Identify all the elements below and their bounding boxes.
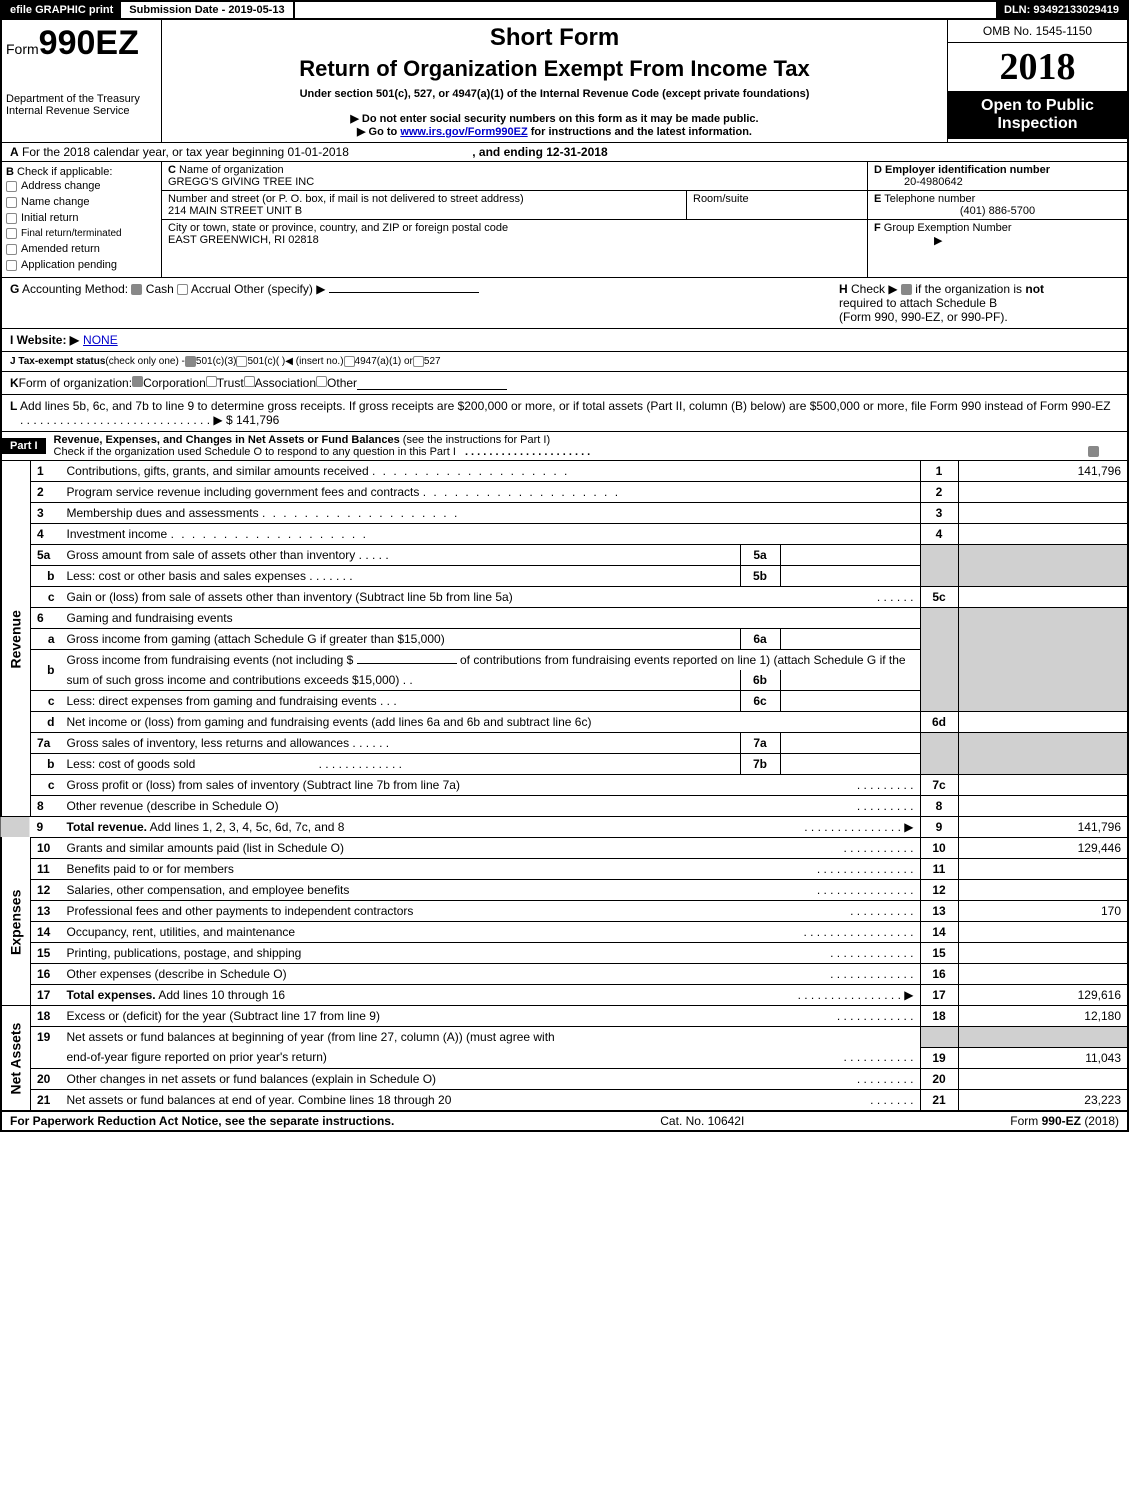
city-state-zip: EAST GREENWICH, RI 02818 (168, 234, 861, 246)
group-exemption-label: Group Exemption Number (884, 222, 1012, 234)
line-13-amount: 170 (958, 901, 1128, 922)
cash-checkbox[interactable] (131, 284, 142, 295)
corporation-checkbox[interactable] (132, 376, 143, 387)
final-return-checkbox[interactable] (6, 228, 17, 239)
paperwork-notice: For Paperwork Reduction Act Notice, see … (10, 1114, 394, 1128)
form-number: Form990EZ (6, 24, 157, 63)
city-label: City or town, state or province, country… (168, 222, 861, 234)
row-j: J Tax-exempt status (check only one) - 5… (0, 352, 1129, 372)
tel-value: (401) 886-5700 (874, 205, 1121, 217)
tax-year: 2018 (948, 43, 1127, 91)
footer: For Paperwork Reduction Act Notice, see … (0, 1111, 1129, 1132)
line-2-amount (958, 482, 1128, 503)
submission-date: Submission Date - 2019-05-13 (121, 2, 294, 18)
main-table: Revenue 1Contributions, gifts, grants, a… (0, 461, 1129, 1111)
line-12-amount (958, 880, 1128, 901)
efile-print-button[interactable]: efile GRAPHIC print (2, 2, 121, 18)
line-1-amount: 141,796 (958, 461, 1128, 482)
ein-value: 20-4980642 (874, 176, 1121, 188)
omb-number: OMB No. 1545-1150 (948, 20, 1127, 43)
accrual-checkbox[interactable] (177, 284, 188, 295)
dept-label: Department of the Treasury (6, 93, 157, 105)
irs-label: Internal Revenue Service (6, 105, 157, 117)
ein-label: D Employer identification number (874, 164, 1121, 176)
line-5c-amount (958, 587, 1128, 608)
revenue-section-label: Revenue (1, 461, 31, 817)
4947-checkbox[interactable] (344, 356, 355, 367)
trust-checkbox[interactable] (206, 376, 217, 387)
501c-checkbox[interactable] (236, 356, 247, 367)
note-goto: ▶ Go to www.irs.gov/Form990EZ for instru… (166, 125, 943, 138)
dln-number: DLN: 93492133029419 (996, 2, 1127, 18)
row-l: L Add lines 5b, 6c, and 7b to line 9 to … (0, 395, 1129, 432)
irs-link[interactable]: www.irs.gov/Form990EZ (400, 126, 527, 138)
under-section: Under section 501(c), 527, or 4947(a)(1)… (166, 88, 943, 100)
line-4-amount (958, 524, 1128, 545)
initial-return-label: Initial return (21, 212, 78, 224)
form-header: Form990EZ Department of the Treasury Int… (0, 20, 1129, 143)
cat-number: Cat. No. 10642I (660, 1114, 744, 1128)
line-10-amount: 129,446 (958, 838, 1128, 859)
street-label: Number and street (or P. O. box, if mail… (168, 193, 680, 205)
line-9-amount: 141,796 (958, 817, 1128, 838)
other-org-checkbox[interactable] (316, 376, 327, 387)
name-change-label: Name change (21, 196, 90, 208)
final-return-label: Final return/terminated (21, 228, 122, 239)
section-b: B Check if applicable: Address change Na… (0, 162, 1129, 278)
name-change-checkbox[interactable] (6, 197, 17, 208)
address-change-checkbox[interactable] (6, 181, 17, 192)
line-17-amount: 129,616 (958, 985, 1128, 1006)
org-name: GREGG'S GIVING TREE INC (168, 176, 861, 188)
open-to-public: Open to Public Inspection (948, 91, 1127, 139)
group-arrow: ▶ (874, 234, 1121, 247)
line-21-amount: 23,223 (958, 1089, 1128, 1110)
initial-return-checkbox[interactable] (6, 213, 17, 224)
gross-receipts-amount: ▶ $ 141,796 (213, 413, 279, 427)
line-16-amount (958, 964, 1128, 985)
note-public: ▶ Do not enter social security numbers o… (166, 112, 943, 125)
line-15-amount (958, 943, 1128, 964)
application-pending-checkbox[interactable] (6, 260, 17, 271)
line-11-amount (958, 859, 1128, 880)
line-3-amount (958, 503, 1128, 524)
row-i: I Website: ▶ NONE (0, 329, 1129, 352)
527-checkbox[interactable] (413, 356, 424, 367)
org-name-label: Name of organization (179, 164, 284, 176)
line-7c-amount (958, 775, 1128, 796)
top-bar: efile GRAPHIC print Submission Date - 20… (0, 0, 1129, 20)
row-g-h: G Accounting Method: Cash Accrual Other … (0, 278, 1129, 329)
line-14-amount (958, 922, 1128, 943)
expenses-section-label: Expenses (1, 838, 31, 1006)
line-8-amount (958, 796, 1128, 817)
501c3-checkbox[interactable] (185, 356, 196, 367)
line-19-amount: 11,043 (958, 1047, 1128, 1068)
website-link[interactable]: NONE (83, 333, 118, 347)
part-1-header: Part I Revenue, Expenses, and Changes in… (0, 432, 1129, 461)
tel-label: Telephone number (884, 193, 975, 205)
schedule-b-checkbox[interactable] (901, 284, 912, 295)
line-18-amount: 12,180 (958, 1006, 1128, 1027)
street-address: 214 MAIN STREET UNIT B (168, 205, 680, 217)
amended-return-checkbox[interactable] (6, 244, 17, 255)
short-form-title: Short Form (166, 24, 943, 52)
row-k: K Form of organization: Corporation Trus… (0, 372, 1129, 395)
section-a: A For the 2018 calendar year, or tax yea… (0, 143, 1129, 162)
address-change-label: Address change (21, 180, 101, 192)
form-footer: Form 990-EZ (2018) (1010, 1114, 1119, 1128)
line-20-amount (958, 1068, 1128, 1089)
room-suite-label: Room/suite (687, 191, 867, 219)
application-pending-label: Application pending (21, 259, 117, 271)
schedule-o-checkbox[interactable] (1088, 446, 1099, 457)
line-6d-amount (958, 712, 1128, 733)
association-checkbox[interactable] (244, 376, 255, 387)
netassets-section-label: Net Assets (1, 1006, 31, 1111)
amended-return-label: Amended return (21, 243, 100, 255)
return-title: Return of Organization Exempt From Incom… (166, 56, 943, 82)
